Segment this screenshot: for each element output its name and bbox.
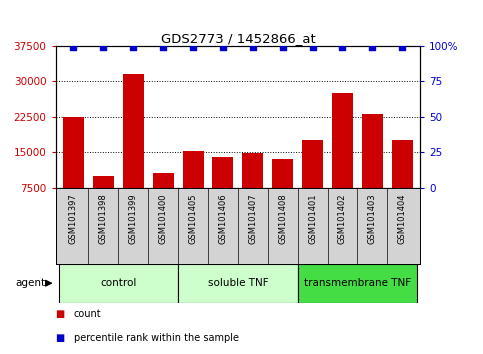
Point [398, 45, 406, 50]
Point [70, 45, 77, 50]
Text: GSM101400: GSM101400 [158, 194, 168, 244]
Text: GSM101401: GSM101401 [308, 194, 317, 244]
Text: GSM101403: GSM101403 [368, 194, 377, 244]
Text: GSM101402: GSM101402 [338, 194, 347, 244]
Bar [392, 141, 413, 223]
Text: control: control [100, 278, 137, 288]
Text: GSM101405: GSM101405 [188, 194, 198, 244]
Bar [58, 264, 178, 303]
Text: GSM101408: GSM101408 [278, 194, 287, 244]
Text: ■: ■ [56, 333, 65, 343]
Bar [302, 141, 323, 223]
Bar [178, 264, 298, 303]
Text: count: count [74, 309, 101, 319]
Text: GSM101397: GSM101397 [69, 194, 78, 245]
Text: soluble TNF: soluble TNF [208, 278, 268, 288]
Point [189, 45, 197, 50]
Text: GSM101404: GSM101404 [398, 194, 407, 244]
Bar [272, 159, 293, 223]
Point [369, 45, 376, 50]
Point [279, 45, 286, 50]
Bar [332, 93, 353, 223]
Point [339, 45, 346, 50]
Point [129, 45, 137, 50]
Text: GSM101406: GSM101406 [218, 194, 227, 244]
Point [99, 45, 107, 50]
Bar [153, 173, 173, 223]
Bar [123, 74, 144, 223]
Point [219, 45, 227, 50]
Text: ■: ■ [56, 309, 65, 319]
Text: GSM101398: GSM101398 [99, 194, 108, 245]
Bar [93, 176, 114, 223]
Bar [213, 157, 233, 223]
Text: transmembrane TNF: transmembrane TNF [304, 278, 411, 288]
Bar [298, 264, 417, 303]
Text: agent: agent [16, 278, 46, 288]
Text: GSM101399: GSM101399 [129, 194, 138, 244]
Bar [63, 117, 84, 223]
Text: GSM101407: GSM101407 [248, 194, 257, 244]
Point [249, 45, 256, 50]
Bar [183, 151, 203, 223]
Title: GDS2773 / 1452866_at: GDS2773 / 1452866_at [160, 32, 315, 45]
Point [309, 45, 316, 50]
Bar [362, 114, 383, 223]
Point [159, 45, 167, 50]
Bar [242, 153, 263, 223]
Text: percentile rank within the sample: percentile rank within the sample [74, 333, 239, 343]
